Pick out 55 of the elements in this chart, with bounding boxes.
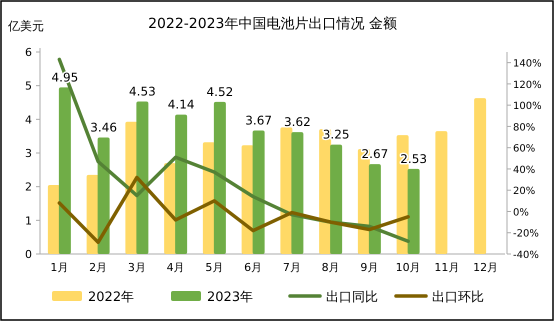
bar bbox=[435, 131, 448, 254]
bar bbox=[48, 184, 60, 254]
x-tick-label: 1月 bbox=[50, 261, 68, 274]
x-tick-label: 2月 bbox=[89, 261, 108, 274]
y2-tick-label: -20% bbox=[513, 228, 539, 240]
bar bbox=[368, 164, 381, 254]
legend-label: 出口同比 bbox=[326, 290, 378, 305]
data-label: 4.52 bbox=[206, 84, 234, 99]
legend-label: 2023年 bbox=[207, 290, 254, 305]
y-tick-label: 2 bbox=[25, 180, 32, 194]
y-tick-label: 4 bbox=[25, 113, 32, 126]
y2-tick-label: 40% bbox=[513, 164, 536, 176]
x-tick-label: 6月 bbox=[244, 261, 262, 274]
y2-tick-label: 140% bbox=[513, 58, 542, 70]
y2-tick-label: 120% bbox=[513, 80, 542, 91]
y2-tick-label: 60% bbox=[513, 144, 536, 155]
legend-label: 出口环比 bbox=[432, 290, 484, 305]
x-tick-label: 11月 bbox=[434, 261, 460, 274]
y2-tick-label: -40% bbox=[513, 250, 539, 261]
y-tick-label: 5 bbox=[25, 80, 32, 93]
bar bbox=[98, 138, 110, 254]
y2-tick-label: 100% bbox=[513, 101, 542, 112]
y-axis-title: 亿美元 bbox=[7, 19, 44, 33]
data-label: 3.46 bbox=[90, 120, 117, 135]
data-label: 4.53 bbox=[129, 84, 156, 98]
bar bbox=[58, 87, 71, 254]
x-tick-label: 7月 bbox=[282, 261, 301, 274]
data-label: 3.62 bbox=[284, 115, 311, 130]
x-tick-label: 5月 bbox=[205, 261, 224, 274]
x-tick-label: 8月 bbox=[322, 261, 340, 274]
y-tick-label: 6 bbox=[25, 46, 32, 59]
line-series bbox=[58, 176, 410, 244]
y2-tick-label: 20% bbox=[513, 186, 536, 198]
y-tick-label: 3 bbox=[25, 147, 32, 160]
y2-tick-label: 80% bbox=[513, 122, 536, 134]
bar bbox=[474, 98, 486, 254]
legend-label: 2022年 bbox=[88, 290, 134, 305]
bar bbox=[330, 144, 342, 254]
bar bbox=[408, 168, 420, 254]
data-label: 3.67 bbox=[245, 113, 272, 128]
y-tick-label: 1 bbox=[25, 214, 32, 228]
y2-tick-label: 0% bbox=[513, 207, 529, 218]
bar bbox=[291, 132, 304, 254]
x-tick-label: 3月 bbox=[128, 261, 146, 274]
chart-title: 2022-2023年中国电池片出口情况 金额 bbox=[148, 16, 397, 32]
bar bbox=[214, 102, 226, 254]
data-label: 4.14 bbox=[168, 98, 194, 112]
x-tick-label: 4月 bbox=[166, 261, 185, 274]
x-tick-label: 12月 bbox=[473, 261, 498, 274]
x-tick-label: 9月 bbox=[360, 261, 378, 274]
bar bbox=[136, 101, 148, 254]
bar bbox=[252, 130, 265, 254]
y-tick-label: 0 bbox=[25, 248, 32, 261]
x-tick-label: 10月 bbox=[396, 261, 421, 274]
bar bbox=[175, 114, 188, 254]
